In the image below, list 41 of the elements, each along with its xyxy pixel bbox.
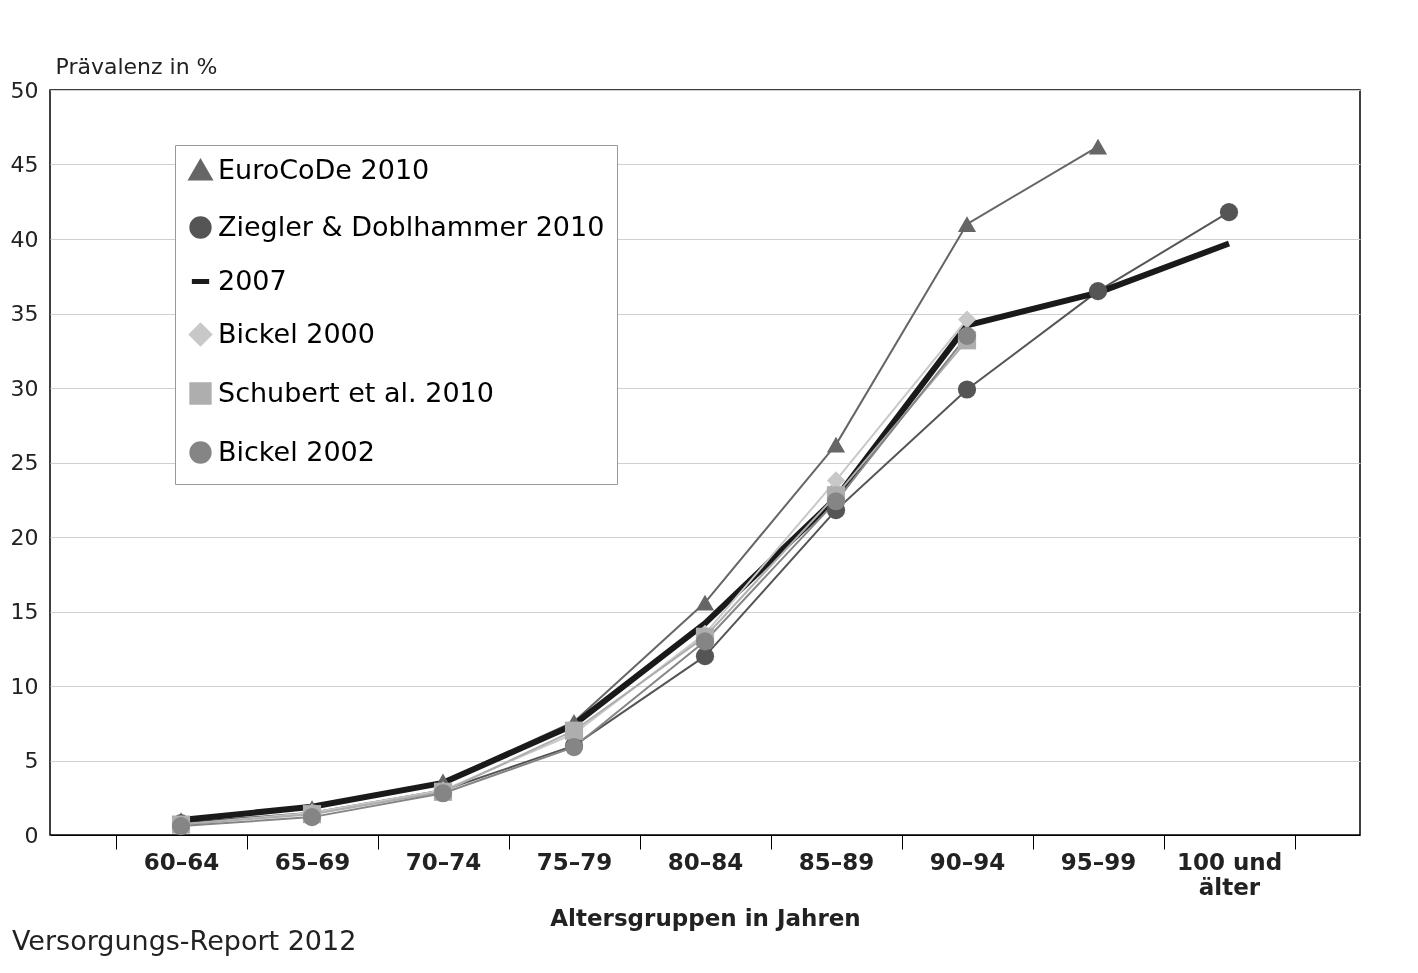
y-tick-label: 0 — [24, 822, 39, 848]
point — [695, 594, 715, 611]
legend-label: EuroCoDe 2010 — [218, 153, 430, 185]
legend-label: 2007 — [218, 264, 287, 296]
point — [695, 647, 715, 666]
y-tick-label: 15 — [10, 599, 39, 624]
point — [957, 310, 977, 329]
y-tick-label: 5 — [24, 748, 39, 773]
point — [695, 632, 715, 651]
y-tick-label: 45 — [10, 152, 39, 177]
y-tick-label: 35 — [10, 301, 39, 326]
point — [1088, 138, 1108, 155]
y-tick-label: 50 — [10, 77, 39, 103]
legend-label: Bickel 2002 — [218, 435, 375, 467]
legend-label: Schubert et al. 2010 — [218, 376, 494, 408]
y-axis-title: Prävalenz in % — [55, 53, 218, 79]
x-tick-label: 80–84 — [667, 848, 744, 875]
point — [826, 436, 846, 453]
x-tick-label: 65–69 — [274, 848, 351, 875]
point — [957, 326, 977, 345]
x-axis-title: Altersgruppen in Jahren — [550, 904, 861, 931]
point — [1088, 282, 1108, 301]
point — [957, 380, 977, 399]
y-tick-label: 25 — [10, 450, 39, 475]
legend-label: Ziegler & Doblhammer 2010 — [218, 210, 605, 242]
x-tick-label: 95–99 — [1060, 848, 1137, 875]
x-tick-label: 85–89 — [798, 848, 875, 875]
y-tick-label: 40 — [10, 226, 39, 252]
point — [957, 216, 977, 232]
y-tick-label: 30 — [10, 375, 39, 401]
legend-label: Bickel 2000 — [218, 317, 375, 349]
y-tick-label: 20 — [10, 524, 39, 550]
x-tick-label: 75–79 — [536, 848, 613, 875]
y-tick-label: 10 — [10, 673, 39, 699]
x-tick-label: 70–74 — [405, 848, 482, 875]
point — [826, 492, 846, 511]
point — [1219, 203, 1239, 222]
x-tick-label: 60–64 — [143, 848, 220, 875]
x-tick-label: 90–94 — [929, 848, 1006, 875]
text: Versorgungs-Report 2012 — [12, 925, 357, 956]
x-tick-label: 100 und älter — [1176, 848, 1283, 900]
